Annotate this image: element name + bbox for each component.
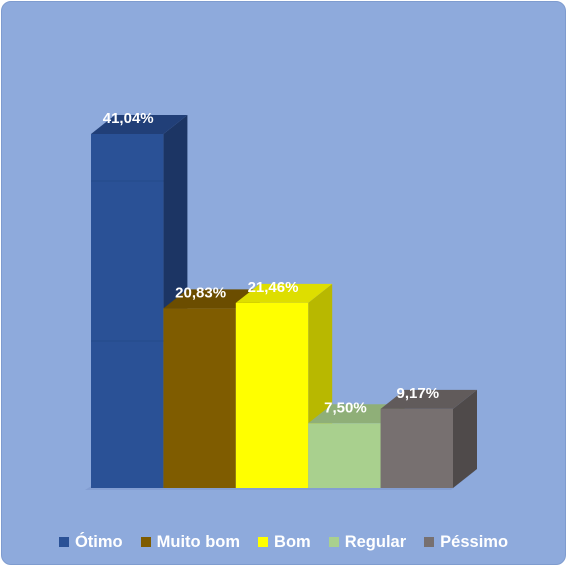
bar-front (308, 423, 381, 488)
legend-label: Péssimo (440, 532, 509, 551)
bar-péssimo (380, 389, 477, 488)
legend-label: Ótimo (74, 532, 123, 551)
legend-item: Péssimo (424, 533, 508, 552)
bar-side (453, 389, 477, 488)
legend-item: Bom (258, 533, 311, 552)
legend-swatch (328, 537, 339, 547)
bar-front (380, 408, 453, 488)
bars-group (85, 115, 477, 490)
data-label: 21,46% (248, 279, 299, 296)
legend-item: Ótimo (58, 532, 123, 552)
data-label: 9,17% (397, 385, 440, 402)
legend-swatch (424, 537, 435, 547)
legend-item: Muito bom (140, 532, 241, 552)
legend: Ótimo Muito bom Bom Regular Péssimo (0, 531, 567, 553)
legend-swatch (140, 537, 151, 547)
bar-top (308, 404, 405, 424)
data-label: 20,83% (175, 284, 226, 301)
legend-label: Regular (344, 532, 407, 551)
legend-label: Muito bom (156, 532, 241, 551)
legend-swatch (258, 537, 269, 547)
bar-top (163, 289, 260, 309)
bar-top (380, 389, 477, 409)
legend-item: Regular (328, 532, 407, 552)
bar-top (235, 283, 333, 303)
data-label: 41,04% (103, 110, 154, 127)
bar-front (163, 308, 236, 488)
data-label: 7,50% (324, 399, 367, 416)
bar-front (235, 302, 309, 488)
legend-swatch (58, 537, 69, 547)
data-labels-group: 41,04% 20,83% 21,46% 7,50% 9,17% (103, 110, 439, 416)
legend-label: Bom (274, 532, 311, 551)
bar-top (91, 115, 188, 134)
bar-front (91, 134, 164, 488)
